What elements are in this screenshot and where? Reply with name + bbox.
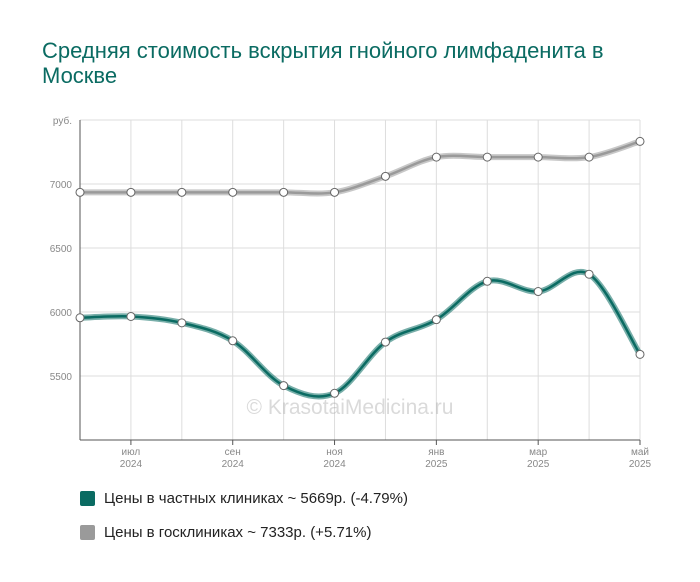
data-point-private [533, 287, 543, 297]
data-point-private [126, 311, 136, 321]
y-tick-label: 6000 [50, 308, 73, 319]
data-point-private [380, 337, 390, 347]
data-point-public [482, 152, 492, 162]
x-tick-label-month: ноя [326, 447, 343, 458]
series-line-private [78, 270, 642, 398]
data-point-private [75, 313, 85, 323]
data-point-private [228, 336, 238, 346]
data-point-public [380, 171, 390, 181]
x-tick-label-month: май [631, 447, 649, 458]
data-point-public [584, 152, 594, 162]
x-tick-label-month: июл [122, 447, 141, 458]
data-point-public [228, 187, 238, 197]
legend-label-public: Цены в госклиниках ~ 7333р. (+5.71%) [104, 523, 372, 541]
data-point-public [635, 136, 645, 146]
series-line-public [78, 140, 642, 195]
data-point-public [330, 187, 340, 197]
x-tick-label-year: 2025 [527, 459, 550, 470]
series-line-glow-private [77, 269, 643, 400]
data-point-public [431, 152, 441, 162]
legend-label-private: Цены в частных клиниках ~ 5669р. (-4.79%… [104, 489, 408, 507]
data-point-private [584, 269, 594, 279]
legend-item-public[interactable]: Цены в госклиниках ~ 7333р. (+5.71%) [80, 522, 408, 542]
data-point-public [533, 152, 543, 162]
data-point-public [279, 187, 289, 197]
y-axis-label: руб. [53, 115, 72, 127]
x-tick-label-year: 2025 [425, 459, 448, 470]
x-tick-label-year: 2025 [629, 459, 652, 470]
legend-item-private[interactable]: Цены в частных клиниках ~ 5669р. (-4.79%… [80, 488, 408, 508]
data-point-private [330, 388, 340, 398]
legend-swatch-private [80, 490, 95, 506]
y-tick-label: 5500 [50, 372, 73, 383]
legend: Цены в частных клиниках ~ 5669р. (-4.79%… [80, 488, 408, 556]
x-tick-label-year: 2024 [323, 459, 346, 470]
data-point-private [279, 381, 289, 391]
y-tick-label: 7000 [50, 180, 73, 191]
data-point-private [431, 315, 441, 325]
y-tick-label: 6500 [50, 244, 73, 255]
legend-swatch-public [80, 524, 95, 540]
x-tick-label-year: 2024 [120, 459, 143, 470]
x-tick-label-month: сен [225, 447, 241, 458]
data-point-public [177, 187, 187, 197]
data-point-public [126, 187, 136, 197]
data-point-public [75, 187, 85, 197]
chart-title: Средняя стоимость вскрытия гнойного лимф… [42, 38, 604, 88]
data-point-private [635, 349, 645, 359]
data-point-private [482, 276, 492, 286]
x-tick-label-month: янв [428, 447, 444, 458]
data-point-private [177, 318, 187, 328]
x-tick-label-year: 2024 [222, 459, 245, 470]
x-tick-label-month: мар [529, 447, 547, 458]
